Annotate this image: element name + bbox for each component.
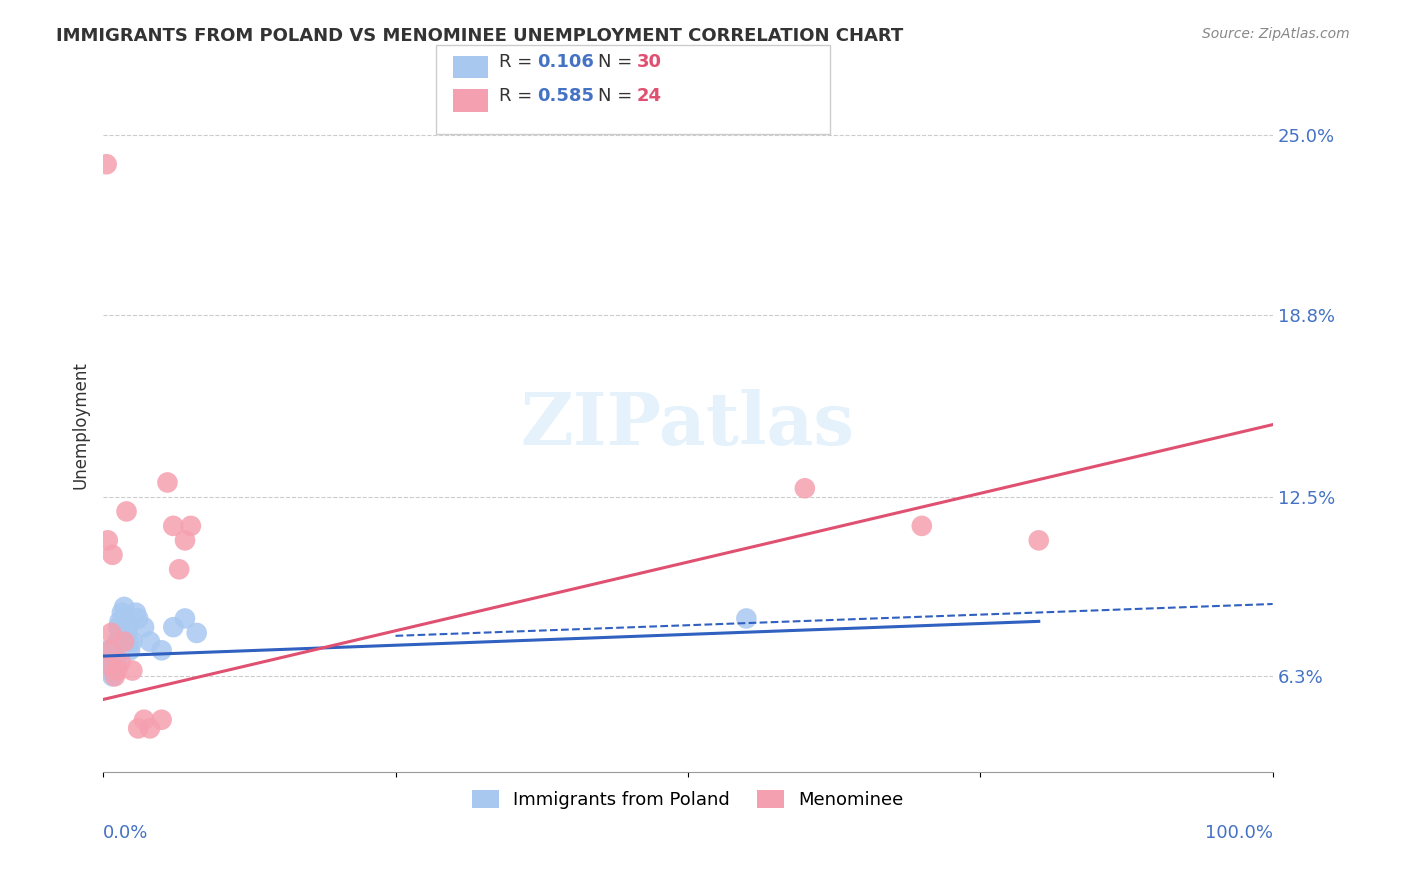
Point <box>1028 533 1050 548</box>
Point <box>117 620 139 634</box>
Point <box>101 548 124 562</box>
Point <box>132 620 155 634</box>
Point <box>162 519 184 533</box>
Y-axis label: Unemployment: Unemployment <box>72 360 89 489</box>
Text: ZIPatlas: ZIPatlas <box>520 389 855 460</box>
Point <box>101 669 124 683</box>
Legend: Immigrants from Poland, Menominee: Immigrants from Poland, Menominee <box>463 780 912 818</box>
Point <box>96 157 118 171</box>
Point <box>111 611 134 625</box>
Point <box>98 643 121 657</box>
Point <box>104 669 127 683</box>
Text: Source: ZipAtlas.com: Source: ZipAtlas.com <box>1202 27 1350 41</box>
Point <box>115 504 138 518</box>
Point <box>104 640 127 655</box>
Text: N =: N = <box>598 87 637 105</box>
Point <box>110 655 132 669</box>
Point <box>174 611 197 625</box>
Point <box>108 615 131 629</box>
Point <box>96 643 118 657</box>
Text: N =: N = <box>598 54 637 71</box>
Point <box>132 713 155 727</box>
Text: IMMIGRANTS FROM POLAND VS MENOMINEE UNEMPLOYMENT CORRELATION CHART: IMMIGRANTS FROM POLAND VS MENOMINEE UNEM… <box>56 27 904 45</box>
Text: R =: R = <box>499 87 538 105</box>
Point <box>98 657 121 672</box>
Point <box>174 533 197 548</box>
Point <box>150 713 173 727</box>
Text: 0.0%: 0.0% <box>103 824 149 842</box>
Point <box>162 620 184 634</box>
Point <box>105 634 128 648</box>
Point <box>127 611 149 625</box>
Point <box>115 626 138 640</box>
Point <box>112 634 135 648</box>
Point <box>103 657 125 672</box>
Point <box>105 664 128 678</box>
Text: 0.106: 0.106 <box>537 54 593 71</box>
Point <box>112 599 135 614</box>
Point <box>118 643 141 657</box>
Point <box>98 655 121 669</box>
Point <box>139 722 162 736</box>
Text: R =: R = <box>499 54 538 71</box>
Text: 0.585: 0.585 <box>537 87 595 105</box>
Point <box>125 606 148 620</box>
Point <box>121 664 143 678</box>
Point <box>104 664 127 678</box>
Point <box>911 519 934 533</box>
Point <box>118 634 141 648</box>
Point <box>111 606 134 620</box>
Point <box>100 649 122 664</box>
Point <box>156 475 179 490</box>
Point <box>186 626 208 640</box>
Point <box>107 620 129 634</box>
Text: 100.0%: 100.0% <box>1205 824 1272 842</box>
Point <box>793 481 815 495</box>
Point <box>735 611 758 625</box>
Point <box>139 634 162 648</box>
Point <box>110 626 132 640</box>
Point <box>127 722 149 736</box>
Point <box>167 562 190 576</box>
Point <box>100 626 122 640</box>
Text: 24: 24 <box>637 87 662 105</box>
Point <box>180 519 202 533</box>
Point <box>97 533 120 548</box>
Point <box>104 655 127 669</box>
Point <box>150 643 173 657</box>
Text: 30: 30 <box>637 54 662 71</box>
Point <box>98 664 121 678</box>
Point <box>121 634 143 648</box>
